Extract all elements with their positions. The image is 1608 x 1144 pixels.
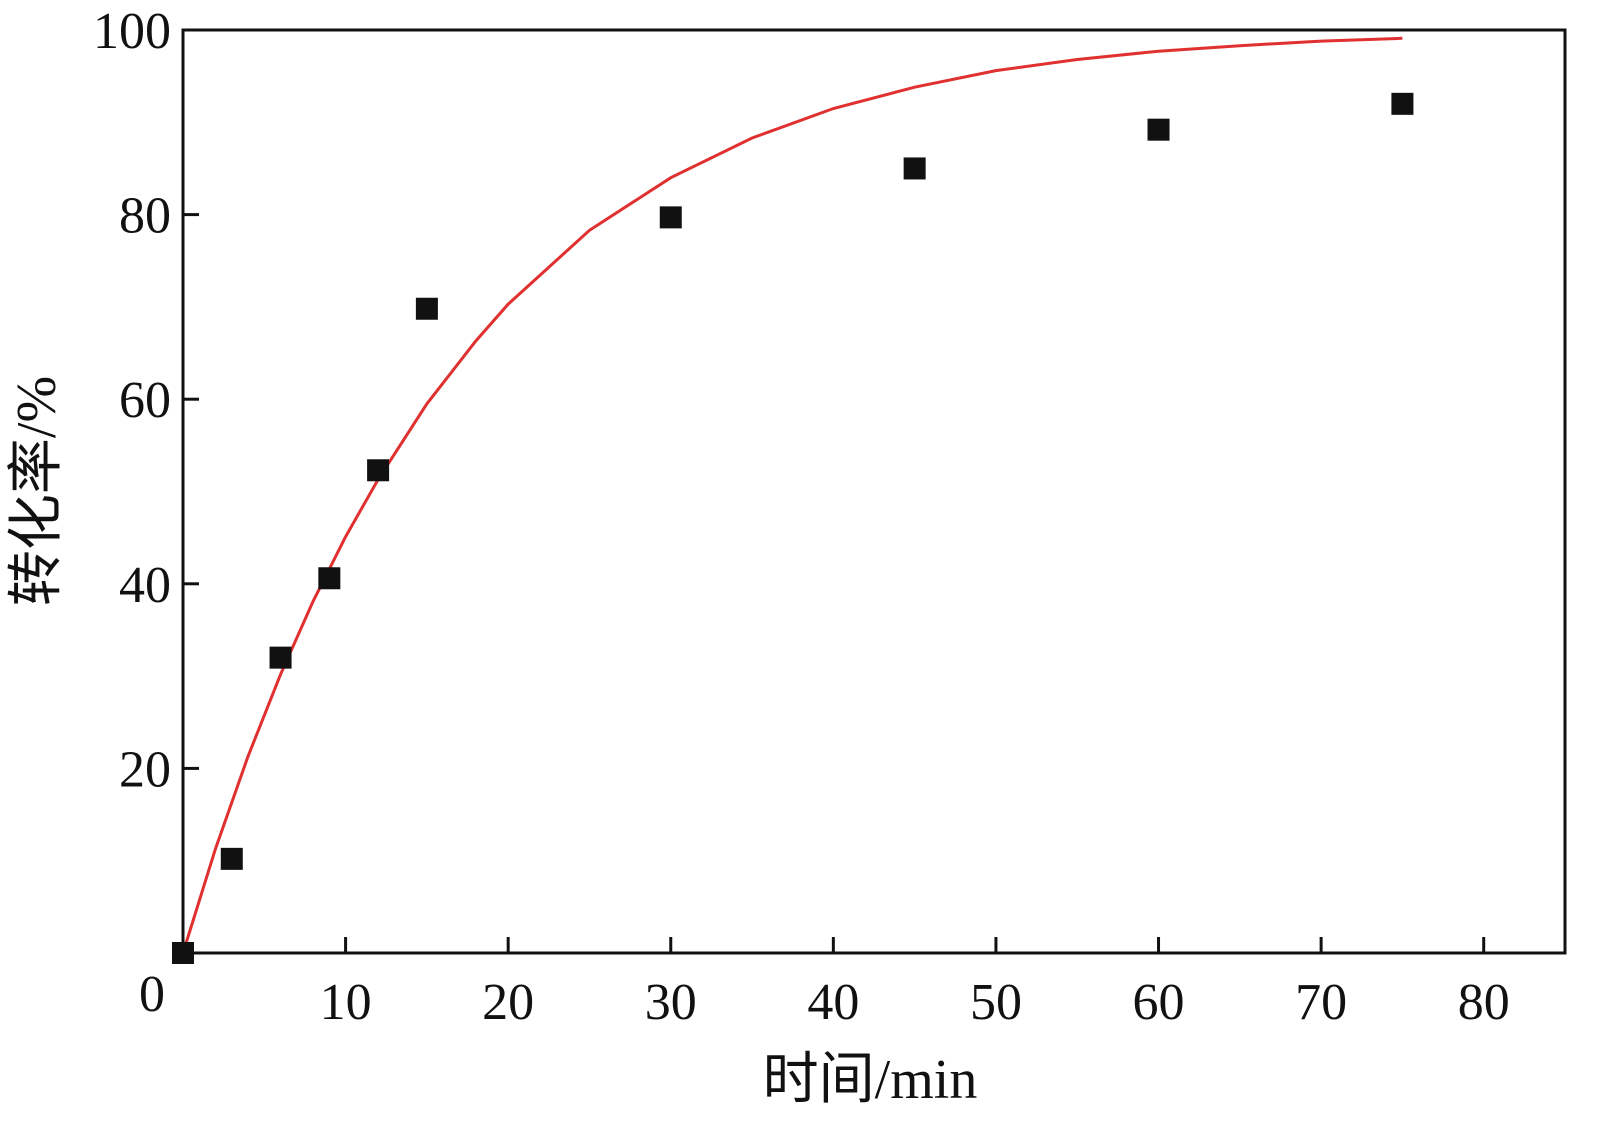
x-axis-title: 时间/min <box>763 1049 978 1111</box>
data-point-4 <box>367 459 390 482</box>
x-tick-label-80: 80 <box>1458 974 1510 1031</box>
x-tick-label-40: 40 <box>807 974 859 1031</box>
y-tick-label-20: 20 <box>119 741 171 798</box>
y-tick-label-40: 40 <box>119 557 171 614</box>
data-point-8 <box>1147 118 1170 141</box>
data-point-6 <box>659 206 682 229</box>
data-point-1 <box>220 847 243 870</box>
axis-ticks <box>183 28 1486 953</box>
y-tick-label-60: 60 <box>119 372 171 429</box>
x-tick-label-70: 70 <box>1295 974 1347 1031</box>
data-point-0 <box>172 942 194 964</box>
x-tick-label-10: 10 <box>320 974 372 1031</box>
origin-label: 0 <box>139 966 165 1023</box>
y-axis-title: 转化率/% <box>6 376 68 606</box>
data-point-7 <box>903 157 926 180</box>
fit-curve <box>181 36 1403 954</box>
data-point-2 <box>269 646 292 669</box>
x-tick-label-60: 60 <box>1133 974 1185 1031</box>
data-point-5 <box>415 297 438 320</box>
tick-labels: 10 20 30 40 50 60 70 80 20 40 60 80 100 0 <box>93 3 1510 1031</box>
x-tick-label-50: 50 <box>970 974 1022 1031</box>
x-tick-label-30: 30 <box>645 974 697 1031</box>
x-tick-label-20: 20 <box>482 974 534 1031</box>
plot-frame <box>181 28 1567 955</box>
y-tick-label-100: 100 <box>93 3 171 60</box>
data-markers <box>172 92 1414 964</box>
y-tick-label-80: 80 <box>119 188 171 245</box>
data-point-9 <box>1391 92 1414 115</box>
data-point-3 <box>318 567 341 590</box>
